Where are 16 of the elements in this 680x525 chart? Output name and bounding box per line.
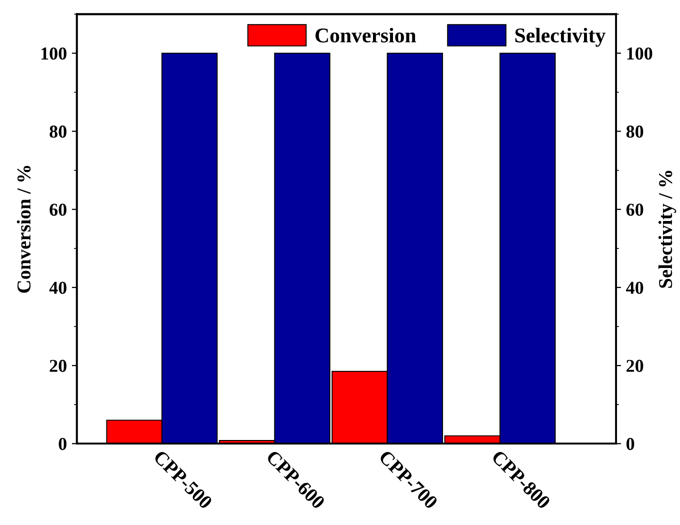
- y2-axis-title: Selectivity / %: [658, 170, 676, 288]
- legend-label: Selectivity: [515, 28, 606, 47]
- y-tick-label: 60: [50, 204, 66, 216]
- y2-tick-label: 80: [626, 126, 644, 138]
- y2-tick-label: 20: [626, 360, 644, 372]
- y2-tick-label: 100: [627, 47, 652, 60]
- y2-tick-label: 0: [626, 438, 634, 450]
- y-tick-label: 40: [49, 282, 66, 294]
- y2-tick-label: 40: [626, 282, 644, 294]
- y-tick-label: 100: [41, 47, 66, 60]
- legend-label: Conversion: [316, 28, 416, 43]
- y-axis-title: Conversion / %: [16, 166, 31, 293]
- y-tick-label: 20: [50, 360, 66, 372]
- y-tick-label: 0: [58, 438, 66, 450]
- y-tick-label: 80: [50, 126, 66, 138]
- y2-tick-label: 60: [626, 204, 644, 216]
